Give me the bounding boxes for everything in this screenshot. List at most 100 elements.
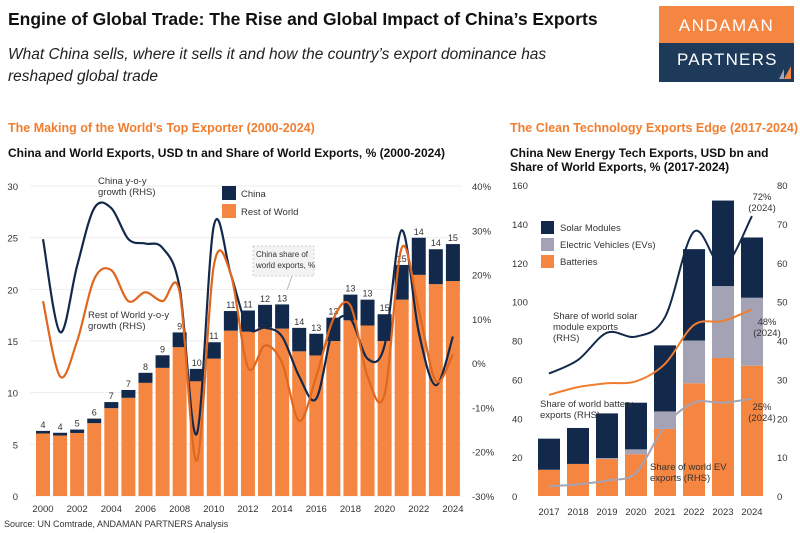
bar-solar-modules (625, 402, 647, 450)
share-data-label: 4 (58, 422, 63, 432)
share-data-label: 15 (448, 233, 458, 243)
bar-electric-vehicles (654, 411, 676, 429)
ev-share-line (548, 397, 753, 488)
right-y-tick: 10% (472, 315, 492, 326)
bar-batteries (654, 428, 676, 496)
left-y-tick: 5 (13, 440, 18, 451)
share-data-label: 15 (380, 303, 390, 313)
legend-swatch-batteries (541, 255, 554, 268)
solar-share-annotation: Share of world solar module exports (RHS) (553, 311, 637, 344)
bar-electric-vehicles (625, 449, 647, 455)
bar-rest-of-world (394, 299, 409, 496)
share-data-label: 5 (75, 419, 80, 429)
share-data-label: 14 (414, 227, 424, 237)
share-data-label: 13 (363, 289, 373, 299)
bar-rest-of-world (223, 330, 238, 496)
bar-solar-modules (683, 249, 705, 341)
right-section-title: The Clean Technology Exports Edge (2017-… (510, 121, 799, 135)
bar-china (275, 304, 290, 329)
bar-electric-vehicles (741, 297, 763, 366)
bar-china (411, 237, 426, 275)
right-chart-left-y-tick: 80 (512, 337, 523, 348)
bar-china (53, 432, 68, 436)
x-tick-label: 2018 (340, 504, 361, 515)
right-x-tick-label: 2018 (567, 507, 588, 518)
bar-china (240, 310, 255, 332)
right-y-tick: -20% (472, 448, 495, 459)
right-chart-right-y-tick: 10 (777, 453, 788, 464)
right-y-tick: -30% (472, 492, 495, 503)
andaman-partners-logo: ANDAMAN PARTNERS (659, 6, 794, 82)
bar-electric-vehicles (683, 340, 705, 384)
share-data-label: 13 (328, 307, 338, 317)
end-value-label: 25% (2024) (748, 402, 775, 424)
share-callout-pointer (286, 275, 293, 291)
bar-china (70, 429, 85, 433)
left-y-tick: 0 (13, 492, 18, 503)
share-data-label: 10 (192, 358, 202, 368)
x-tick-label: 2010 (203, 504, 224, 515)
left-y-tick: 10 (7, 389, 18, 400)
bar-batteries (538, 469, 560, 496)
bar-rest-of-world (292, 351, 307, 496)
bar-batteries (567, 463, 589, 496)
share-data-label: 13 (277, 293, 287, 303)
bar-solar-modules (741, 237, 763, 298)
legend-swatch-solar (541, 221, 554, 234)
right-chart-right-y-tick: 20 (777, 414, 788, 425)
bar-rest-of-world (206, 358, 221, 496)
legend-label: Solar Modules (560, 223, 621, 234)
bar-solar-modules (654, 345, 676, 412)
share-data-label: 13 (345, 284, 355, 294)
bar-electric-vehicles (596, 458, 618, 460)
bar-rest-of-world (258, 327, 273, 496)
right-x-tick-label: 2022 (683, 507, 704, 518)
bar-china (138, 372, 153, 383)
bar-rest-of-world (53, 435, 68, 496)
x-tick-label: 2006 (135, 504, 156, 515)
bar-rest-of-world (445, 281, 460, 496)
x-tick-label: 2000 (32, 504, 53, 515)
bar-china (445, 244, 460, 282)
battery-share-line (548, 308, 753, 396)
bar-batteries (741, 365, 763, 496)
share-data-label: 11 (209, 331, 218, 341)
legend-label-china: China (241, 189, 267, 200)
right-chart-right-y-tick: 50 (777, 298, 788, 309)
legend-swatch-ev (541, 238, 554, 251)
share-callout-box (252, 245, 315, 277)
share-data-label: 13 (311, 323, 321, 333)
bar-batteries (712, 357, 734, 496)
share-data-label: 14 (431, 238, 441, 248)
x-tick-label: 2012 (237, 504, 258, 515)
bar-china (223, 311, 238, 331)
right-chart-right-y-tick: 70 (777, 220, 788, 231)
legend-label-rest-of-world: Rest of World (241, 207, 298, 218)
bar-rest-of-world (104, 408, 119, 496)
bar-china (172, 332, 187, 348)
share-data-label: 9 (160, 344, 165, 354)
ev-share-annotation: Share of world EV exports (RHS) (650, 462, 727, 484)
bar-solar-modules (596, 413, 618, 459)
bar-rest-of-world (121, 397, 136, 496)
share-data-label: 11 (243, 300, 252, 310)
bar-rest-of-world (36, 433, 50, 496)
x-tick-label: 2020 (374, 504, 395, 515)
page-title: Engine of Global Trade: The Rise and Glo… (8, 9, 598, 29)
right-x-tick-label: 2020 (625, 507, 646, 518)
left-y-tick: 15 (7, 337, 18, 348)
right-y-tick: 0% (472, 359, 486, 370)
bar-china (428, 249, 443, 285)
legend-label: Batteries (560, 257, 598, 268)
bar-china (206, 342, 221, 359)
right-y-tick: -10% (472, 403, 495, 414)
solar-share-line (548, 215, 753, 375)
end-value-label: 48% (2024) (753, 317, 780, 339)
right-chart-right-y-tick: 60 (777, 259, 788, 270)
right-x-tick-label: 2024 (741, 507, 762, 518)
share-data-label: 7 (126, 379, 131, 389)
left-section-title: The Making of the World’s Top Exporter (… (8, 121, 315, 135)
bar-china (360, 299, 375, 326)
legend-swatch-rest-of-world (222, 204, 236, 218)
china-growth-annotation: China y-o-y growth (RHS) (98, 176, 156, 198)
